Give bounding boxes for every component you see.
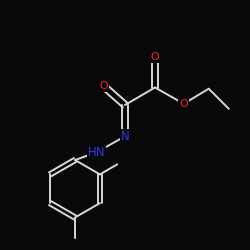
Text: O: O	[180, 99, 188, 109]
Text: O: O	[100, 81, 108, 91]
Text: N: N	[120, 130, 130, 143]
Text: O: O	[150, 52, 160, 62]
Text: HN: HN	[88, 146, 105, 159]
